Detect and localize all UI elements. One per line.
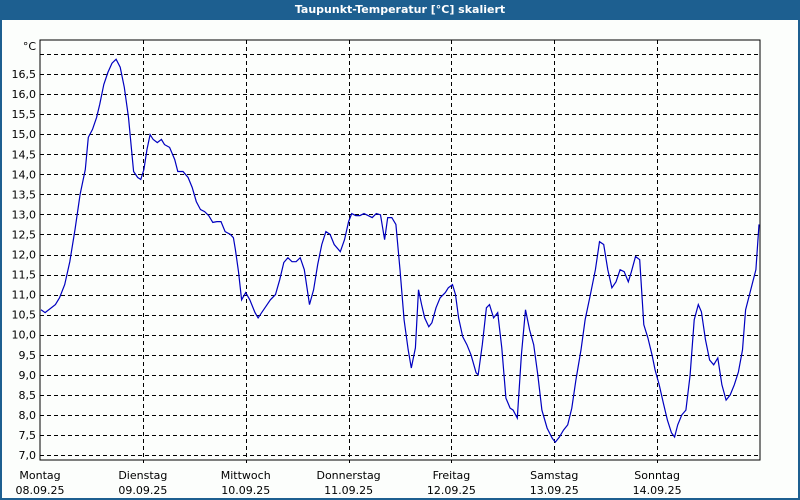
y-tick-label: 8,5 [19, 389, 37, 402]
y-axis-ticks: 7,0 7,5 8,0 8,5 9,0 9,5 10,0 10,5 11,0 11,5 12,0 12… [12, 68, 37, 462]
x-axis-ticks: Montag 08.09.25 Dienstag 09.09.25 Mittwoch 10… [16, 469, 682, 497]
horizontal-gridlines [40, 54, 760, 456]
y-tick-label: 16,5 [12, 68, 37, 81]
chart-title: Taupunkt-Temperatur [°C] skaliert [294, 3, 506, 16]
x-tick-date: 14.09.25 [633, 484, 682, 497]
y-tick-label: 15,5 [12, 108, 37, 121]
x-tick-date: 12.09.25 [427, 484, 476, 497]
x-tick-date: 11.09.25 [324, 484, 373, 497]
y-tick-label: 14,0 [12, 168, 37, 181]
x-tick-date: 13.09.25 [530, 484, 579, 497]
y-tick-label: 9,0 [19, 369, 37, 382]
x-tick-day: Montag [19, 469, 60, 482]
x-tick-day: Donnerstag [316, 469, 380, 482]
y-axis-unit-label: °C [23, 40, 37, 53]
chart-panel [2, 20, 798, 498]
y-tick-label: 10,0 [12, 329, 37, 342]
y-tick-label: 10,5 [12, 309, 37, 322]
x-tick-date: 09.09.25 [118, 484, 167, 497]
x-tick-day: Mittwoch [221, 469, 271, 482]
plot-frame [39, 39, 761, 461]
y-tick-label: 13,0 [12, 208, 37, 221]
y-tick-label: 12,5 [12, 228, 37, 241]
y-tick-label: 7,0 [19, 449, 37, 462]
vertical-gridlines [143, 40, 658, 463]
y-tick-label: 11,5 [12, 269, 37, 282]
y-tick-label: 15,0 [12, 128, 37, 141]
y-tick-label: 16,0 [12, 88, 37, 101]
y-tick-label: 9,5 [19, 349, 37, 362]
x-tick-day: Sonntag [634, 469, 680, 482]
dewpoint-series-line [40, 58, 760, 444]
x-tick-date: 08.09.25 [16, 484, 65, 497]
y-tick-label: 7,5 [19, 429, 37, 442]
y-tick-label: 12,0 [12, 249, 37, 262]
y-tick-label: 11,0 [12, 289, 37, 302]
y-tick-label: 14,5 [12, 148, 37, 161]
y-tick-label: 13,5 [12, 188, 37, 201]
x-tick-date: 10.09.25 [221, 484, 270, 497]
x-tick-day: Freitag [433, 469, 471, 482]
x-tick-day: Dienstag [118, 469, 167, 482]
x-tick-day: Samstag [530, 469, 578, 482]
y-tick-label: 8,0 [19, 409, 37, 422]
